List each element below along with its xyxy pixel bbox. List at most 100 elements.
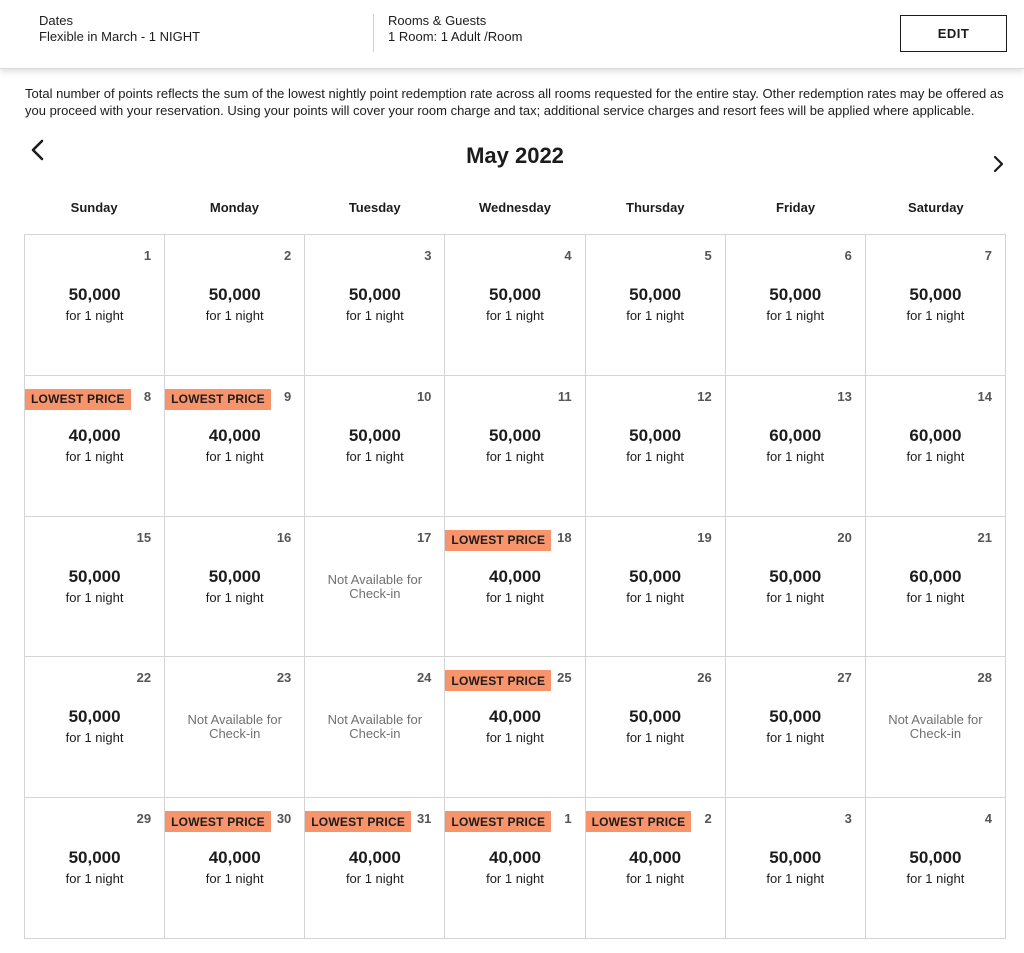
nights-label: for 1 night	[906, 308, 965, 323]
lowest-price-badge: LOWEST PRICE	[165, 811, 271, 833]
points-price: 40,000	[208, 848, 261, 868]
day-number: 2	[704, 811, 712, 827]
day-number: 18	[557, 529, 572, 545]
rooms-guests-summary[interactable]: Rooms & Guests 1 Room: 1 Adult /Room	[388, 13, 522, 45]
previous-month-button[interactable]	[25, 136, 49, 164]
nights-label: for 1 night	[626, 308, 685, 323]
day-number: 3	[424, 248, 432, 263]
calendar-day-cell: 23 Not Available for Check-in	[165, 657, 306, 799]
points-price: 50,000	[769, 707, 822, 727]
points-price: 40,000	[488, 848, 541, 868]
calendar-day-cell[interactable]: 4 50,000 for 1 night	[445, 235, 586, 376]
nights-label: for 1 night	[345, 308, 404, 323]
lowest-price-badge: LOWEST PRICE	[585, 811, 692, 833]
calendar-day-cell[interactable]: LOWEST PRICE 1 40,000 for 1 night	[445, 798, 586, 939]
calendar-day-cell[interactable]: LOWEST PRICE 25 40,000 for 1 night	[445, 657, 586, 799]
nights-label: for 1 night	[65, 308, 124, 323]
calendar-day-cell[interactable]: 11 50,000 for 1 night	[445, 375, 586, 517]
calendar-day-cell[interactable]: 26 50,000 for 1 night	[585, 657, 726, 799]
points-price: 40,000	[488, 707, 541, 727]
points-price: 50,000	[629, 707, 682, 727]
calendar-day-cell[interactable]: 12 50,000 for 1 night	[585, 375, 726, 517]
day-number: 4	[564, 248, 572, 263]
nights-label: for 1 night	[205, 871, 264, 887]
day-number: 23	[276, 670, 292, 686]
calendar-day-cell[interactable]: 1 50,000 for 1 night	[25, 235, 166, 376]
calendar-day-cell[interactable]: 27 50,000 for 1 night	[725, 657, 866, 799]
lowest-price-badge: LOWEST PRICE	[305, 811, 412, 833]
day-number: 25	[557, 670, 572, 686]
unavailable-label: Not Available for Check-in	[888, 712, 983, 742]
points-price: 50,000	[208, 285, 261, 304]
calendar-day-cell[interactable]: 19 50,000 for 1 night	[585, 516, 726, 658]
nights-label: for 1 night	[65, 589, 124, 605]
calendar-day-cell[interactable]: 3 50,000 for 1 night	[725, 798, 866, 939]
calendar-day-cell[interactable]: 20 50,000 for 1 night	[725, 516, 866, 658]
calendar-day-cell: 24 Not Available for Check-in	[305, 657, 446, 799]
calendar-day-cell[interactable]: 29 50,000 for 1 night	[25, 798, 166, 939]
next-month-button[interactable]	[988, 153, 1008, 175]
day-number: 31	[416, 811, 432, 827]
calendar-day-cell[interactable]: 4 50,000 for 1 night	[865, 798, 1006, 939]
rooms-guests-value: 1 Room: 1 Adult /Room	[388, 29, 523, 44]
dates-summary[interactable]: Dates Flexible in March - 1 NIGHT	[39, 13, 200, 45]
weekday-wednesday: Wednesday	[478, 200, 551, 215]
points-price: 40,000	[629, 848, 682, 868]
calendar-day-cell[interactable]: 3 50,000 for 1 night	[305, 235, 446, 376]
points-price: 60,000	[909, 425, 962, 445]
day-number: 2	[284, 248, 292, 263]
calendar-day-cell[interactable]: LOWEST PRICE 18 40,000 for 1 night	[445, 516, 586, 658]
calendar-day-cell[interactable]: LOWEST PRICE 31 40,000 for 1 night	[305, 798, 446, 939]
day-number: 10	[416, 388, 432, 404]
day-number: 3	[844, 811, 852, 827]
points-price: 50,000	[769, 285, 822, 304]
calendar-day-cell[interactable]: 5 50,000 for 1 night	[585, 235, 726, 376]
calendar-day-cell[interactable]: 2 50,000 for 1 night	[165, 235, 306, 376]
day-number: 9	[284, 388, 292, 404]
calendar-day-cell[interactable]: 22 50,000 for 1 night	[25, 657, 166, 799]
points-price: 50,000	[348, 425, 401, 445]
calendar-day-cell[interactable]: 10 50,000 for 1 night	[305, 375, 446, 517]
edit-button[interactable]: EDIT	[900, 15, 1007, 52]
calendar-day-cell[interactable]: 15 50,000 for 1 night	[25, 516, 166, 658]
chevron-right-icon	[993, 155, 1004, 173]
weekday-tuesday: Tuesday	[348, 200, 401, 215]
day-number: 1	[564, 811, 572, 827]
points-price: 40,000	[488, 566, 541, 586]
nights-label: for 1 night	[766, 730, 825, 746]
month-title: May 2022	[466, 143, 564, 168]
calendar-day-cell[interactable]: LOWEST PRICE 8 40,000 for 1 night	[25, 375, 166, 517]
calendar-day-cell[interactable]: 6 50,000 for 1 night	[725, 235, 866, 376]
calendar-day-cell[interactable]: LOWEST PRICE 30 40,000 for 1 night	[165, 798, 306, 939]
calendar-day-cell[interactable]: 16 50,000 for 1 night	[165, 516, 306, 658]
points-price: 60,000	[909, 566, 962, 586]
points-notice: Total number of points reflects the sum …	[25, 86, 1004, 118]
points-price: 50,000	[208, 566, 261, 586]
weekday-friday: Friday	[776, 200, 816, 215]
calendar-grid: 1 50,000 for 1 night 2 50,000 for 1 night 3 50,…	[24, 234, 1006, 939]
calendar-day-cell[interactable]: 21 60,000 for 1 night	[865, 516, 1006, 658]
day-number: 29	[136, 811, 152, 827]
day-number: 30	[276, 811, 292, 827]
nights-label: for 1 night	[766, 871, 825, 887]
calendar-day-cell[interactable]: LOWEST PRICE 9 40,000 for 1 night	[165, 375, 306, 517]
calendar-day-cell[interactable]: 13 60,000 for 1 night	[725, 375, 866, 517]
nights-label: for 1 night	[486, 589, 544, 605]
calendar-day-cell[interactable]: 7 50,000 for 1 night	[865, 235, 1006, 376]
day-number: 14	[977, 388, 992, 404]
day-number: 16	[276, 529, 292, 545]
nights-label: for 1 night	[65, 448, 124, 464]
weekday-header-row: Sunday Monday Tuesday Wednesday Thursday Frid…	[24, 200, 1006, 215]
points-price: 50,000	[348, 285, 401, 304]
lowest-price-badge: LOWEST PRICE	[445, 811, 552, 833]
nights-label: for 1 night	[65, 871, 124, 887]
day-number: 24	[416, 670, 432, 686]
nights-label: for 1 night	[345, 871, 404, 887]
day-number: 7	[984, 248, 992, 263]
calendar-day-cell[interactable]: 14 60,000 for 1 night	[865, 375, 1006, 517]
search-summary-header: Dates Flexible in March - 1 NIGHT Rooms …	[0, 0, 1024, 69]
calendar-day-cell[interactable]: LOWEST PRICE 2 40,000 for 1 night	[585, 798, 726, 939]
points-price: 60,000	[769, 425, 822, 445]
lowest-price-badge: LOWEST PRICE	[25, 388, 131, 410]
day-number: 11	[557, 388, 572, 404]
